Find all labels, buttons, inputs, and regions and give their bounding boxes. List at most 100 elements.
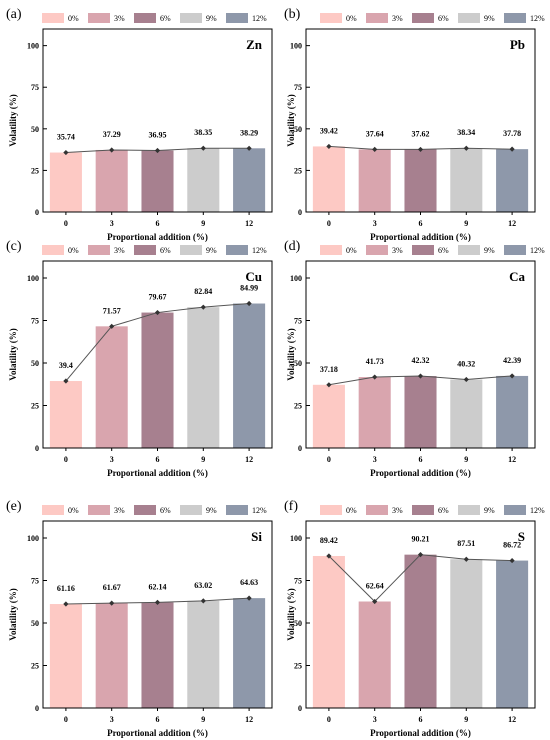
legend-label: 3% (392, 246, 403, 255)
legend: 0% 3% 6% 9% 12% (42, 13, 267, 23)
data-label: 42.32 (412, 356, 430, 365)
data-point (417, 552, 424, 558)
bar (450, 148, 483, 212)
legend-label: 0% (68, 14, 79, 23)
x-tick-label: 3 (373, 219, 377, 228)
legend-label: 9% (484, 246, 495, 255)
legend: 0% 3% 6% 9% 12% (320, 245, 545, 255)
data-point (372, 598, 378, 605)
bar (141, 312, 174, 448)
legend-label: 0% (68, 246, 79, 255)
panel-letter: (b) (284, 7, 301, 22)
legend-label: 3% (392, 506, 403, 515)
data-label: 37.64 (366, 129, 384, 138)
y-tick-label: 75 (294, 317, 302, 326)
x-tick-label: 12 (245, 219, 253, 228)
legend-label: 6% (438, 506, 449, 515)
legend-label: 3% (392, 14, 403, 23)
bar (496, 149, 529, 212)
y-tick-label: 75 (31, 577, 39, 586)
data-label: 84.99 (240, 284, 258, 293)
bar (312, 384, 345, 448)
data-label: 87.51 (457, 539, 475, 548)
legend-label: 12% (252, 246, 267, 255)
x-tick-label: 0 (64, 455, 68, 464)
x-tick-label: 0 (327, 455, 331, 464)
y-axis-label: Volatility (%) (286, 328, 296, 380)
data-point (154, 599, 161, 605)
y-tick-label: 50 (31, 125, 39, 134)
y-tick-label: 75 (294, 577, 302, 586)
legend-label: 6% (160, 246, 171, 255)
panel-letter: (e) (6, 499, 22, 514)
x-axis-label: Proportional addition (%) (370, 232, 471, 242)
legend-swatch (134, 505, 156, 515)
legend-swatch (320, 505, 342, 515)
x-axis-label: Proportional addition (%) (107, 468, 208, 478)
data-point (200, 145, 206, 151)
y-tick-label: 50 (31, 359, 39, 368)
bar (49, 152, 82, 212)
legend-swatch (180, 505, 202, 515)
data-point (154, 309, 161, 316)
legend-label: 3% (114, 14, 125, 23)
legend-swatch (366, 13, 388, 23)
element-label: Si (251, 529, 262, 544)
legend-label: 6% (438, 14, 449, 23)
chart-panel-pb: (b) 0% 3% 6% 9% 12% 0 25 50 75 100 0 3 6 9 12 39.42 37.64… (284, 7, 545, 242)
y-tick-label: 25 (294, 166, 302, 175)
bar (49, 604, 82, 708)
chart-panel-si: (e) 0% 3% 6% 9% 12% 0 25 50 75 100 0 3 6 9 12 61.16 61.67… (6, 499, 273, 738)
legend: 0% 3% 6% 9% 12% (42, 505, 267, 515)
data-label: 37.18 (320, 365, 338, 374)
legend: 0% 3% 6% 9% 12% (42, 245, 267, 255)
y-tick-label: 0 (298, 208, 302, 217)
panel-letter: (d) (284, 239, 301, 254)
legend-swatch (412, 505, 434, 515)
bar (312, 146, 345, 212)
x-tick-label: 0 (64, 715, 68, 724)
x-tick-label: 0 (327, 715, 331, 724)
data-point (417, 146, 424, 153)
legend-swatch (504, 505, 526, 515)
data-point (63, 149, 69, 156)
x-tick-label: 3 (110, 715, 114, 724)
y-tick-label: 0 (35, 208, 39, 217)
y-tick-label: 75 (31, 317, 39, 326)
legend-swatch (458, 13, 480, 23)
data-label: 82.84 (194, 287, 212, 296)
element-label: Zn (246, 37, 263, 52)
data-label: 63.02 (194, 581, 212, 590)
data-point (509, 373, 515, 379)
y-tick-label: 100 (27, 534, 39, 543)
data-label: 42.39 (503, 356, 521, 365)
data-label: 37.78 (503, 129, 521, 138)
y-axis-label: Volatility (%) (286, 588, 296, 640)
x-tick-label: 3 (110, 219, 114, 228)
data-point (463, 556, 469, 562)
bar (404, 554, 437, 708)
x-axis-label: Proportional addition (%) (370, 468, 471, 478)
data-point (326, 553, 332, 559)
y-tick-label: 50 (294, 619, 302, 628)
bar (404, 149, 437, 212)
legend-swatch (88, 13, 110, 23)
x-tick-label: 3 (373, 455, 377, 464)
data-point (109, 600, 115, 606)
data-label: 71.57 (103, 306, 121, 315)
bar (187, 600, 220, 708)
y-tick-label: 25 (294, 662, 302, 671)
data-label: 37.29 (103, 130, 121, 139)
legend-swatch (88, 245, 110, 255)
data-point (509, 557, 515, 564)
legend-label: 3% (114, 506, 125, 515)
data-label: 62.64 (366, 582, 384, 591)
y-tick-label: 100 (27, 274, 39, 283)
panel-letter: (c) (6, 239, 22, 254)
y-tick-label: 25 (31, 166, 39, 175)
legend-swatch (42, 13, 64, 23)
legend-label: 9% (206, 246, 217, 255)
legend-swatch (458, 245, 480, 255)
x-tick-label: 9 (201, 455, 205, 464)
